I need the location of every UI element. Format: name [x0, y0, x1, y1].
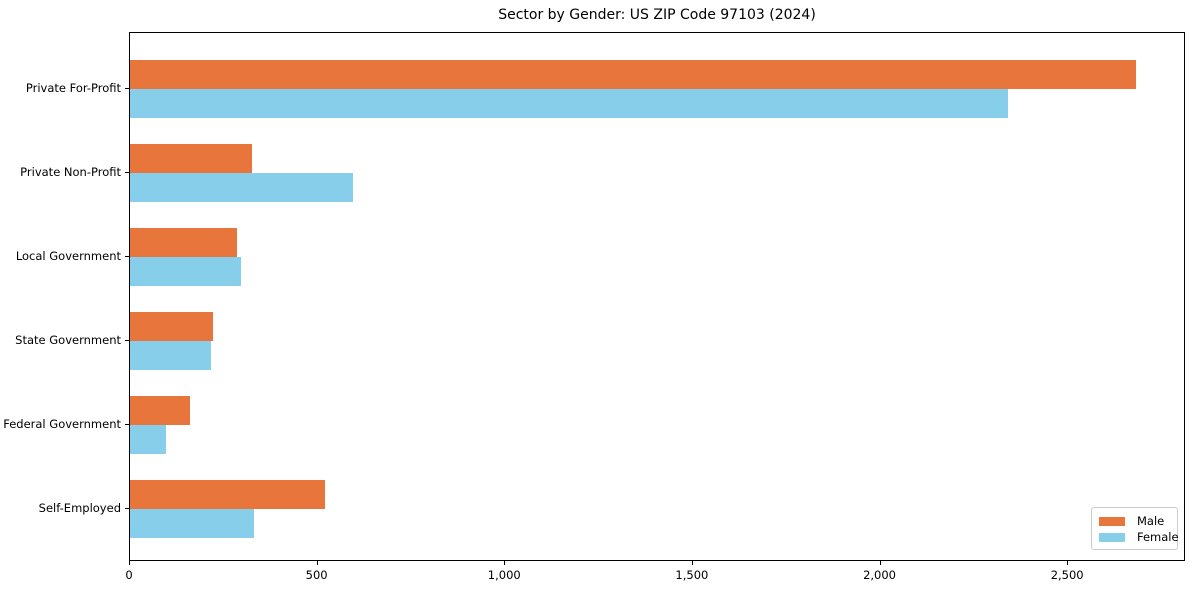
bar-male-federal-government [130, 396, 190, 425]
x-tick-mark [1067, 561, 1069, 565]
chart-title: Sector by Gender: US ZIP Code 97103 (202… [498, 7, 816, 23]
plot-area [129, 32, 1185, 561]
bar-female-private-for-profit [130, 89, 1008, 118]
x-tick-label-500: 500 [305, 568, 328, 582]
y-axis-label-self-employed: Self-Employed [38, 501, 121, 515]
y-axis-label-state-government: State Government [15, 333, 121, 347]
x-tick-label-1-000: 1,000 [487, 568, 521, 582]
bar-male-state-government [130, 312, 213, 341]
y-tick-mark [125, 256, 129, 257]
y-tick-mark [125, 172, 129, 173]
x-tick-label-1-500: 1,500 [675, 568, 709, 582]
legend-label-female: Female [1137, 530, 1179, 544]
bar-female-self-employed [130, 509, 254, 538]
bar-female-private-non-profit [130, 173, 353, 202]
y-tick-mark [125, 424, 129, 425]
bar-male-private-for-profit [130, 60, 1136, 89]
x-tick-label-2-000: 2,000 [863, 568, 896, 582]
y-tick-mark [125, 508, 129, 509]
y-axis-label-federal-government: Federal Government [3, 417, 121, 431]
bar-male-local-government [130, 228, 237, 257]
x-tick-mark [129, 561, 130, 565]
y-tick-mark [125, 88, 129, 89]
x-tick-mark [691, 561, 693, 565]
bar-male-self-employed [130, 480, 325, 509]
bar-male-private-non-profit [130, 144, 252, 173]
legend-entry-male: Male [1099, 514, 1169, 528]
legend-swatch-female [1099, 532, 1125, 542]
legend-entry-female: Female [1099, 530, 1179, 544]
bar-female-local-government [130, 257, 241, 286]
x-tick-mark [504, 561, 506, 565]
x-tick-label-0: 0 [125, 568, 133, 582]
bar-female-federal-government [130, 425, 166, 454]
y-axis-label-private-for-profit: Private For-Profit [25, 81, 121, 95]
x-tick-mark [879, 561, 881, 565]
legend-swatch-male [1099, 516, 1125, 526]
legend: Male Female [1091, 507, 1179, 550]
x-tick-mark [316, 561, 318, 565]
x-tick-label-2-500: 2,500 [1050, 568, 1084, 582]
y-axis-label-local-government: Local Government [15, 249, 121, 263]
legend-label-male: Male [1137, 514, 1165, 528]
bar-female-state-government [130, 341, 211, 370]
y-axis-label-private-non-profit: Private Non-Profit [20, 165, 121, 179]
y-tick-mark [125, 340, 129, 341]
